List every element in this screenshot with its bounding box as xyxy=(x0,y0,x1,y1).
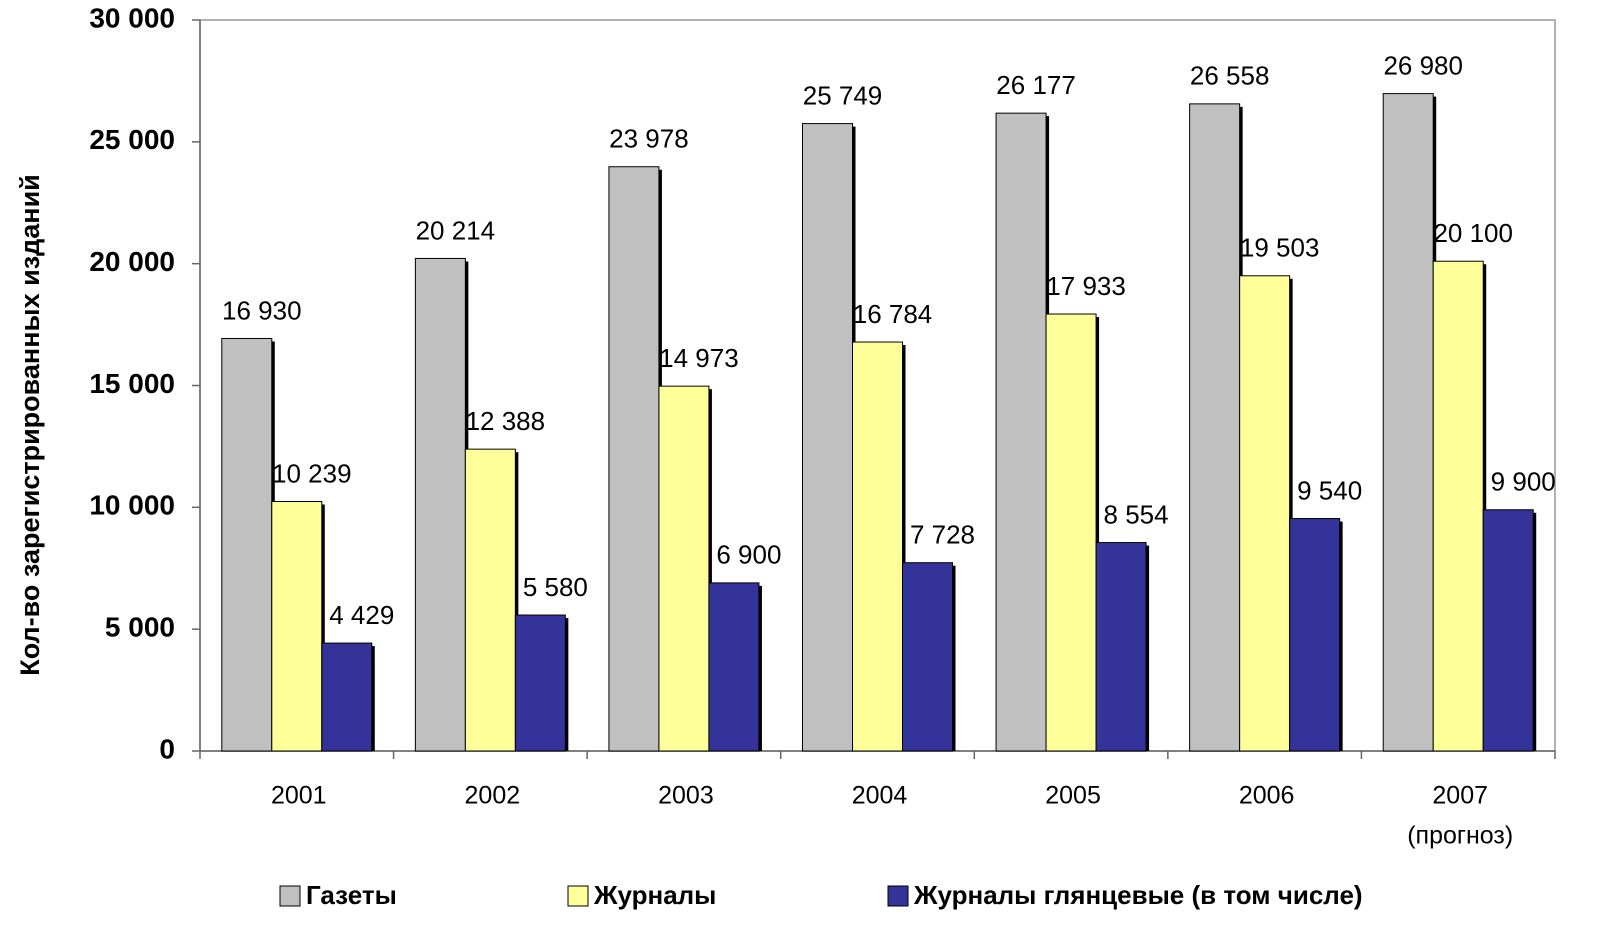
value-label: 5 580 xyxy=(523,572,588,602)
value-label: 25 749 xyxy=(803,80,883,110)
value-label: 19 503 xyxy=(1240,233,1320,263)
x-annotation: (прогноз) xyxy=(1407,822,1513,850)
value-label: 16 784 xyxy=(853,299,933,329)
value-label: 10 239 xyxy=(272,458,352,488)
y-tick-label: 15 000 xyxy=(89,368,175,399)
bar xyxy=(221,337,273,752)
value-label: 23 978 xyxy=(609,124,689,154)
bar xyxy=(1095,542,1147,752)
value-label: 12 388 xyxy=(466,406,546,436)
x-tick-label: 2007 xyxy=(1432,782,1488,810)
y-axis-title: Кол-во зарегистрированных изданий xyxy=(15,174,45,676)
x-tick-label: 2006 xyxy=(1239,782,1295,810)
bar xyxy=(852,341,903,752)
bar xyxy=(1189,103,1241,752)
value-label: 17 933 xyxy=(1046,271,1126,301)
value-label: 9 900 xyxy=(1491,467,1556,497)
y-tick-label: 20 000 xyxy=(89,246,175,277)
bar xyxy=(1482,509,1534,752)
y-tick-label: 5 000 xyxy=(105,612,175,643)
value-label: 8 554 xyxy=(1104,499,1169,529)
bar xyxy=(514,614,566,752)
bar xyxy=(271,501,323,752)
value-label: 7 728 xyxy=(910,520,975,550)
bar xyxy=(902,562,953,752)
legend-label: Газеты xyxy=(306,880,397,910)
bar xyxy=(802,123,853,752)
x-tick-label: 2001 xyxy=(271,782,327,810)
value-label: 4 429 xyxy=(329,600,394,630)
y-tick-label: 30 000 xyxy=(89,2,175,33)
legend-swatch xyxy=(279,885,301,907)
bar xyxy=(414,257,466,752)
bar xyxy=(464,448,516,752)
legend-label: Журналы глянцевые (в том числе) xyxy=(913,880,1363,910)
value-label: 26 558 xyxy=(1190,61,1270,91)
value-label: 20 214 xyxy=(416,215,496,245)
bar xyxy=(321,642,373,752)
bar xyxy=(1382,93,1434,752)
value-label: 16 930 xyxy=(222,295,302,325)
legend-label: Журналы xyxy=(593,880,716,910)
bar xyxy=(708,582,760,752)
bar xyxy=(1432,260,1484,752)
value-label: 14 973 xyxy=(659,343,739,373)
legend-swatch xyxy=(567,885,589,907)
value-label: 20 100 xyxy=(1433,218,1513,248)
value-label: 9 540 xyxy=(1297,475,1362,505)
bar xyxy=(658,385,710,752)
y-tick-label: 10 000 xyxy=(89,490,175,521)
value-label: 26 177 xyxy=(996,70,1076,100)
bar xyxy=(1045,313,1097,752)
value-label: 6 900 xyxy=(716,540,781,570)
y-tick-label: 0 xyxy=(159,733,175,764)
y-tick-label: 25 000 xyxy=(89,124,175,155)
bar xyxy=(1239,275,1291,752)
legend-swatch xyxy=(887,885,909,907)
x-tick-label: 2004 xyxy=(852,782,908,810)
value-label: 26 980 xyxy=(1383,50,1463,80)
bar xyxy=(995,112,1047,752)
bar xyxy=(1289,518,1341,752)
x-tick-label: 2003 xyxy=(658,782,714,810)
x-tick-label: 2005 xyxy=(1045,782,1101,810)
x-tick-label: 2002 xyxy=(465,782,521,810)
bar xyxy=(608,166,660,752)
